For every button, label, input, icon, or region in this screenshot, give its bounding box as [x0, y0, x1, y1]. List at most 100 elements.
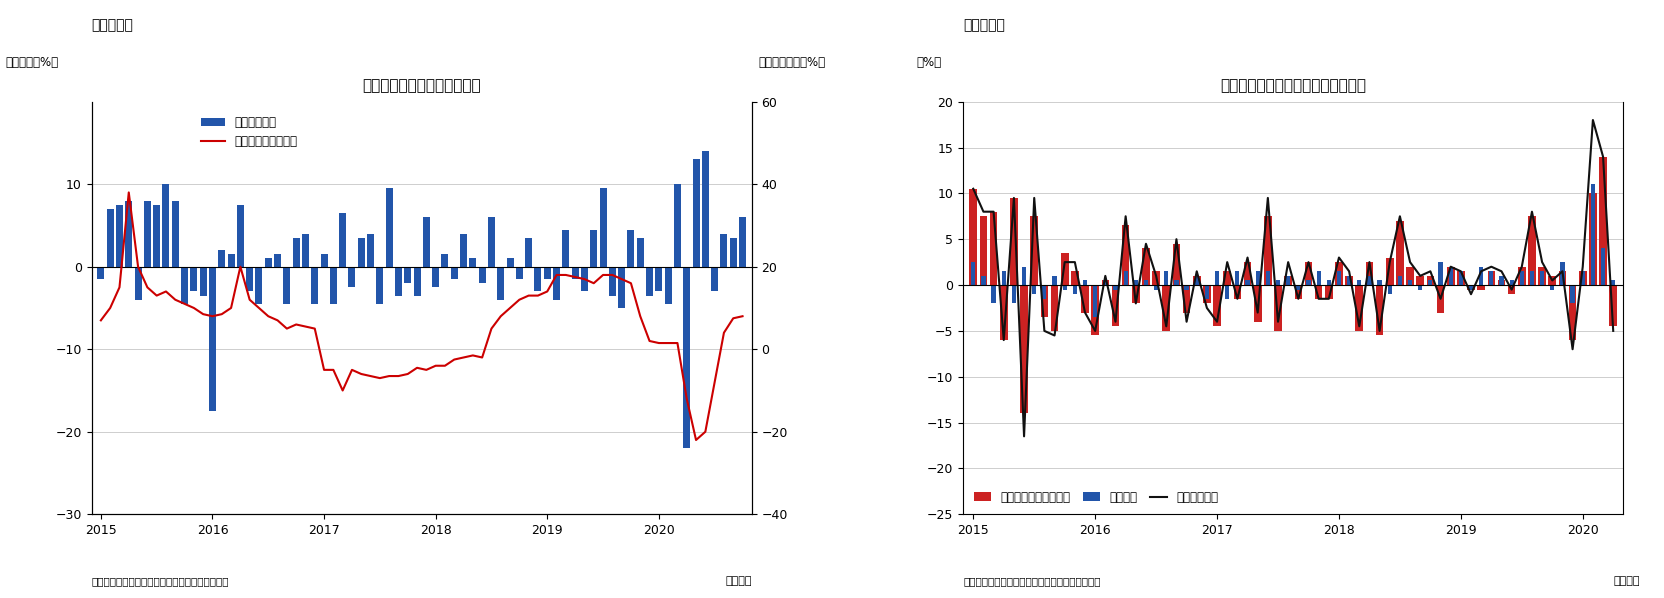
- Bar: [1438, 262, 1441, 285]
- Bar: [376, 267, 383, 304]
- Bar: [1215, 271, 1218, 285]
- Bar: [1191, 276, 1200, 285]
- Bar: [516, 267, 522, 279]
- Bar: [1426, 276, 1433, 285]
- Bar: [1090, 285, 1098, 335]
- Text: （%）: （%）: [917, 56, 942, 69]
- Bar: [609, 267, 616, 295]
- Bar: [246, 267, 253, 291]
- Bar: [441, 254, 448, 267]
- Bar: [1020, 285, 1027, 413]
- Bar: [1468, 285, 1473, 289]
- Bar: [1478, 267, 1483, 285]
- Bar: [283, 267, 290, 304]
- Bar: [1498, 280, 1504, 285]
- Bar: [1285, 276, 1290, 285]
- Bar: [1163, 271, 1168, 285]
- Bar: [218, 250, 225, 267]
- Bar: [1558, 271, 1566, 285]
- Bar: [404, 267, 411, 283]
- Bar: [135, 267, 141, 300]
- Bar: [1335, 262, 1341, 285]
- Bar: [1486, 271, 1494, 285]
- Bar: [664, 267, 671, 304]
- Bar: [1569, 285, 1574, 303]
- Text: （月次）: （月次）: [726, 576, 752, 586]
- Bar: [1559, 262, 1564, 285]
- Bar: [163, 184, 170, 267]
- Bar: [968, 189, 977, 285]
- Bar: [1428, 280, 1431, 285]
- Bar: [236, 205, 243, 267]
- Bar: [1142, 248, 1150, 285]
- Bar: [1476, 285, 1484, 289]
- Bar: [1082, 280, 1087, 285]
- Text: （月次）: （月次）: [1612, 576, 1639, 586]
- Bar: [1050, 285, 1058, 331]
- Bar: [990, 285, 995, 303]
- Bar: [348, 267, 354, 288]
- Bar: [488, 217, 494, 267]
- Bar: [1386, 285, 1391, 294]
- Bar: [1336, 271, 1340, 285]
- Bar: [190, 267, 198, 291]
- Bar: [1161, 285, 1170, 331]
- Bar: [636, 238, 644, 267]
- Bar: [1093, 285, 1097, 317]
- Bar: [1394, 221, 1403, 285]
- Bar: [1548, 276, 1556, 285]
- Bar: [1346, 276, 1351, 285]
- Bar: [711, 267, 717, 291]
- Bar: [1203, 285, 1210, 303]
- Bar: [1315, 285, 1321, 299]
- Title: 住宅着工許可件数（伸び率）: 住宅着工許可件数（伸び率）: [363, 78, 481, 93]
- Bar: [1080, 285, 1088, 313]
- Bar: [1587, 193, 1596, 285]
- Bar: [702, 151, 709, 267]
- Bar: [125, 201, 131, 267]
- Bar: [1509, 280, 1513, 285]
- Bar: [1002, 271, 1005, 285]
- Bar: [1275, 280, 1280, 285]
- Bar: [321, 254, 328, 267]
- Bar: [1448, 267, 1453, 285]
- Bar: [1364, 262, 1373, 285]
- Bar: [1225, 285, 1228, 299]
- Bar: [1060, 253, 1068, 285]
- Bar: [581, 267, 587, 291]
- Bar: [1306, 280, 1310, 285]
- Bar: [1519, 271, 1523, 285]
- Bar: [469, 258, 476, 267]
- Bar: [1325, 285, 1331, 299]
- Bar: [1181, 285, 1190, 313]
- Bar: [1000, 285, 1007, 340]
- Bar: [1012, 285, 1015, 303]
- Bar: [617, 267, 624, 308]
- Bar: [451, 267, 458, 279]
- Text: （前月比、%）: （前月比、%）: [5, 56, 58, 69]
- Bar: [433, 267, 439, 288]
- Bar: [116, 205, 123, 267]
- Bar: [1132, 285, 1138, 303]
- Legend: 季調済前月比, 前年同月比（右軸）: 季調済前月比, 前年同月比（右軸）: [196, 112, 301, 153]
- Bar: [1528, 216, 1534, 285]
- Bar: [171, 201, 178, 267]
- Bar: [1354, 285, 1363, 331]
- Bar: [1609, 285, 1616, 327]
- Bar: [1133, 280, 1137, 285]
- Bar: [1356, 280, 1361, 285]
- Bar: [1305, 262, 1311, 285]
- Bar: [1611, 280, 1614, 285]
- Bar: [97, 267, 105, 279]
- Bar: [1032, 285, 1035, 294]
- Bar: [143, 201, 151, 267]
- Bar: [1601, 248, 1604, 285]
- Bar: [293, 238, 300, 267]
- Bar: [1173, 280, 1178, 285]
- Legend: 集合住宅（二戸以上）, 一戸建て, 住宅許可件数: 集合住宅（二戸以上）, 一戸建て, 住宅許可件数: [968, 486, 1223, 508]
- Bar: [1577, 271, 1586, 285]
- Bar: [1499, 276, 1503, 285]
- Text: （資料）センサス局よりニッセイ基礎研究所作成: （資料）センサス局よりニッセイ基礎研究所作成: [92, 576, 230, 586]
- Text: （図表５）: （図表５）: [92, 18, 133, 32]
- Bar: [1518, 267, 1524, 285]
